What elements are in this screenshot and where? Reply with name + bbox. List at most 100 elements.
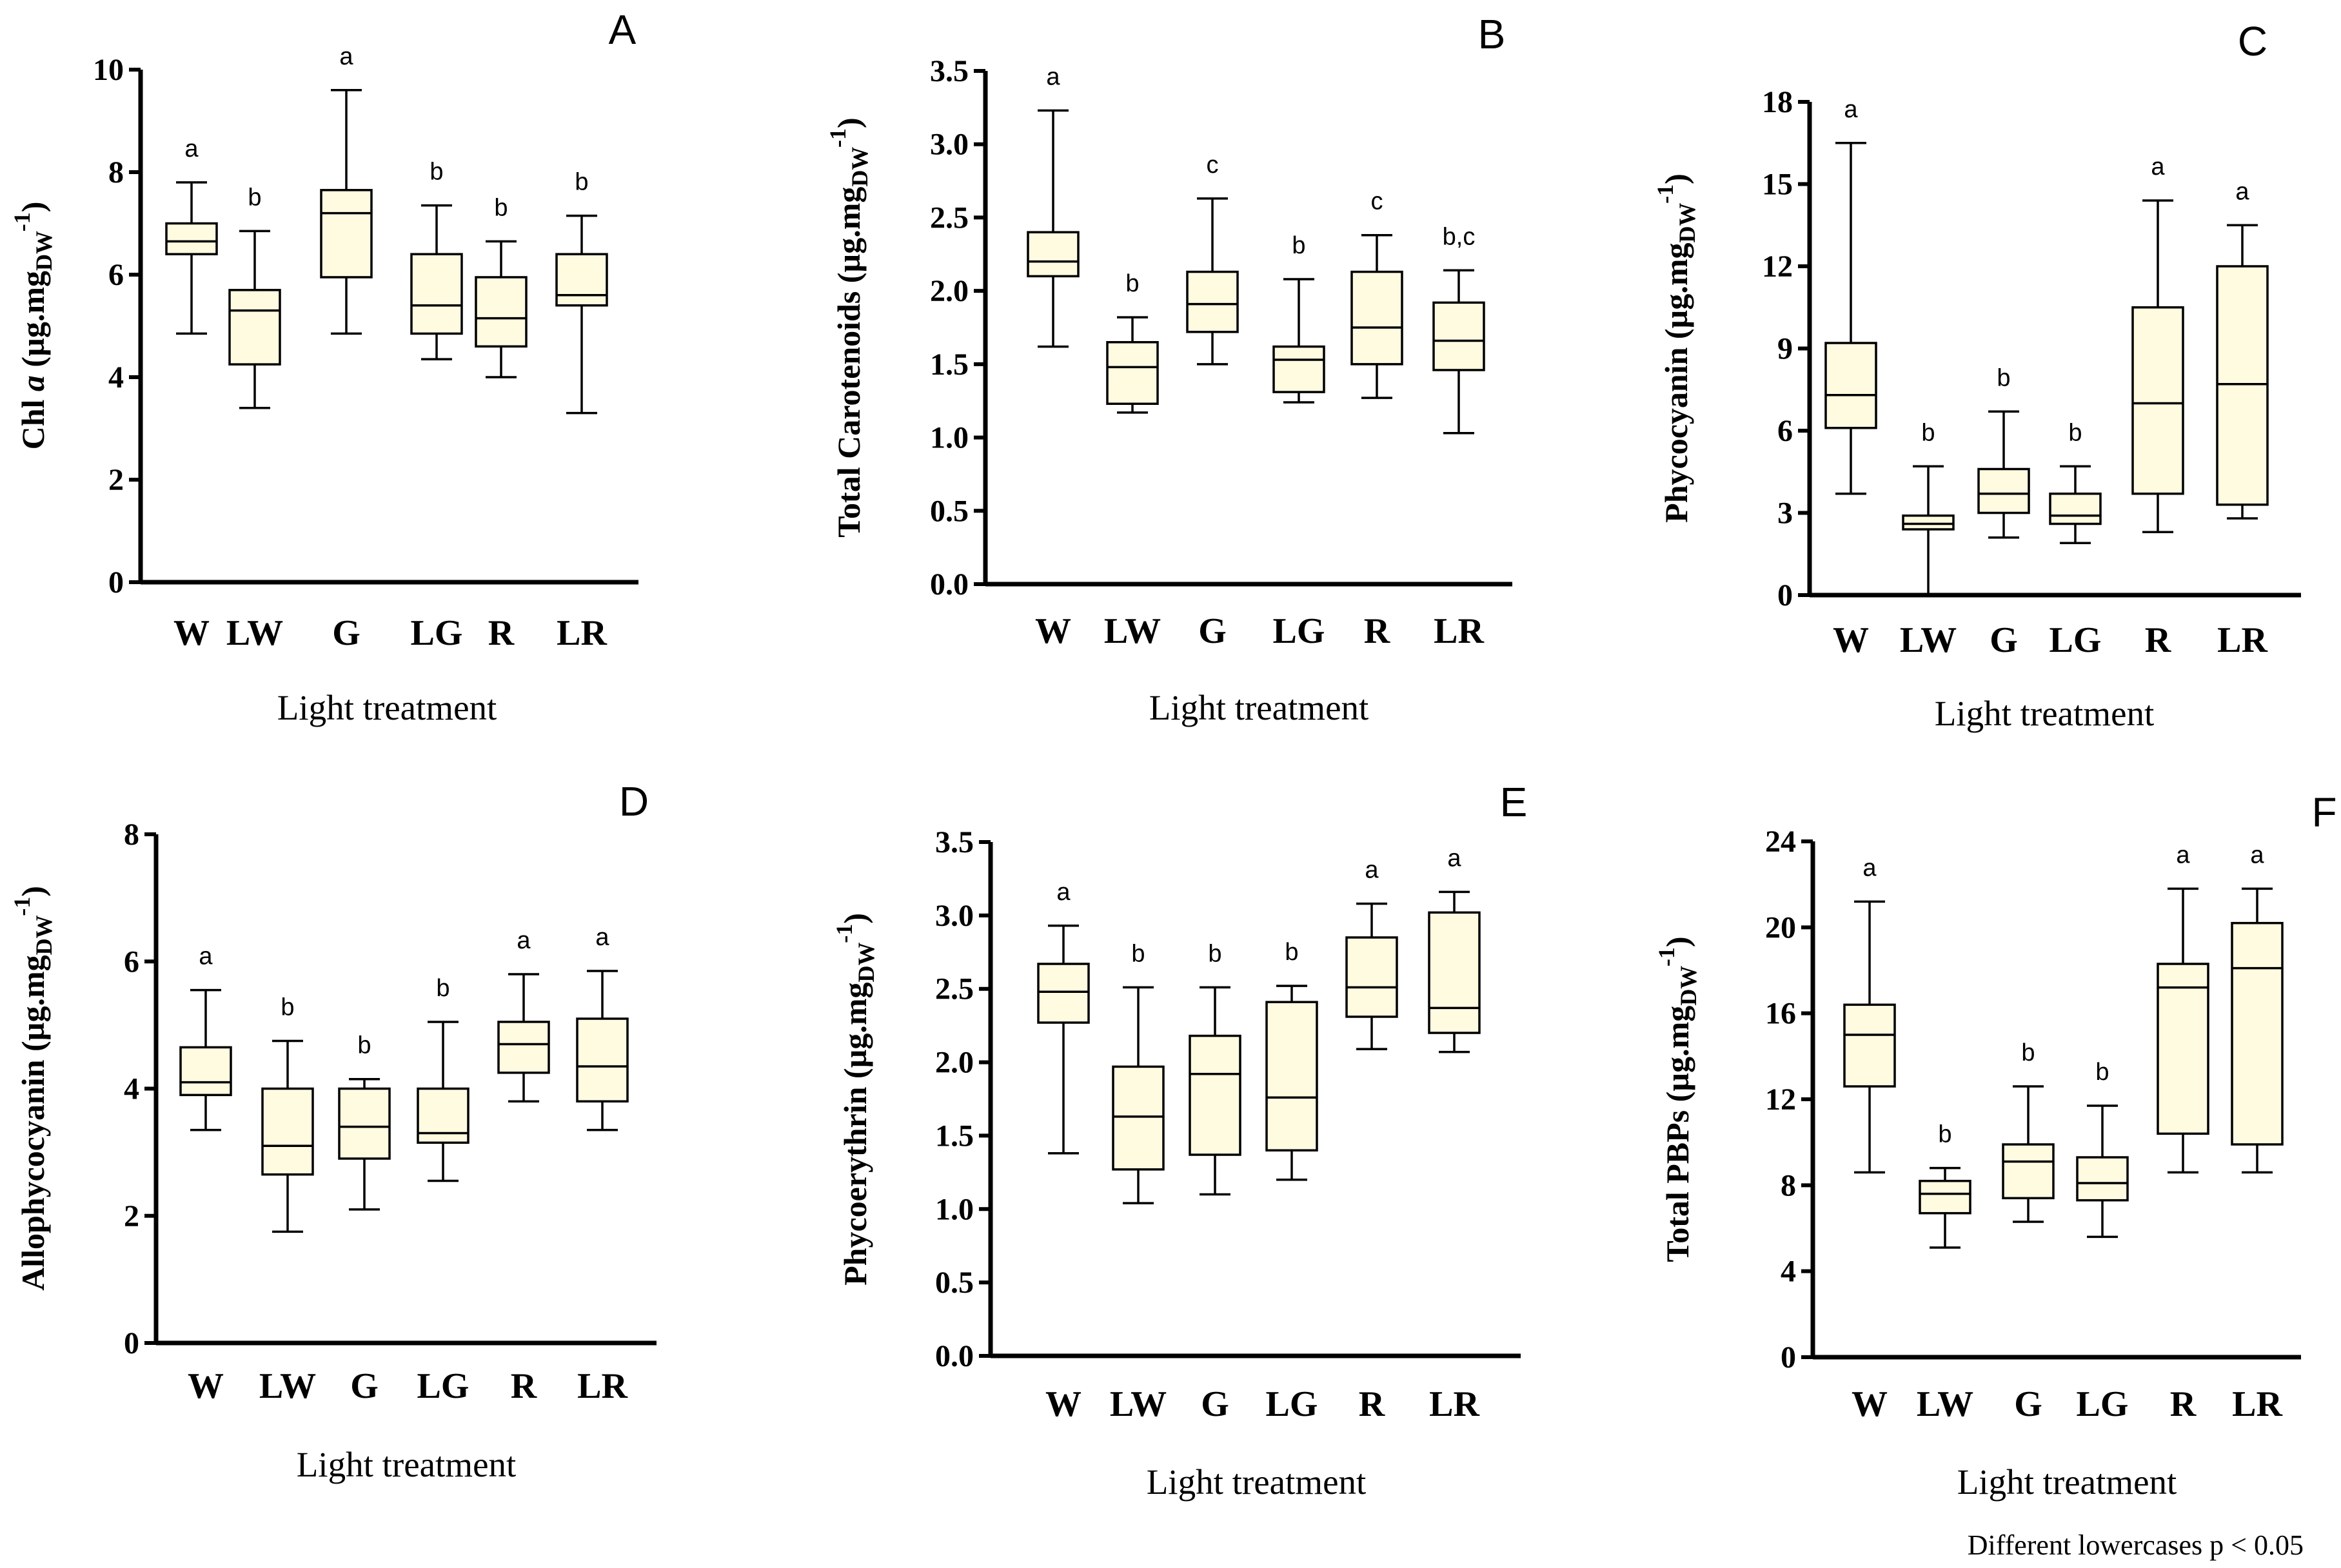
significance-letter: b <box>1125 270 1139 297</box>
y-title-subscript: DW <box>847 147 873 187</box>
significance-letter: a <box>2235 178 2249 205</box>
y-tick-label: 0.5 <box>935 1266 974 1300</box>
y-title-italic: a <box>15 375 51 391</box>
box-iqr <box>2076 1156 2129 1202</box>
y-title-close: ) <box>1658 173 1694 184</box>
x-category-label: G <box>1201 1384 1229 1424</box>
x-category-label: R <box>1364 611 1390 651</box>
significance-letter: a <box>1862 854 1877 881</box>
box-iqr <box>1843 1003 1896 1088</box>
x-category-label: W <box>1035 611 1071 651</box>
significance-letter: c <box>1207 152 1219 179</box>
significance-letter: a <box>2250 841 2264 868</box>
x-axis-title: Light treatment <box>297 1445 517 1484</box>
x-axis-title: Light treatment <box>277 688 497 727</box>
box-LG: b <box>1272 232 1325 404</box>
y-tick-label: 3.5 <box>930 54 969 88</box>
y-title-unit: (µg.mg <box>15 955 51 1059</box>
box-R: c <box>1350 188 1403 399</box>
significance-letter: b <box>1938 1121 1951 1148</box>
x-category-label: LG <box>411 613 463 653</box>
y-title-subscript: DW <box>31 915 57 955</box>
y-tick-label: 3.0 <box>935 899 974 933</box>
significance-letter: b <box>1131 940 1145 967</box>
x-axis-title: Light treatment <box>1147 1462 1367 1502</box>
x-category-label: LW <box>1104 611 1161 651</box>
y-tick-label: 3 <box>1777 496 1793 531</box>
y-tick-label: 2 <box>124 1199 139 1233</box>
box-LW: b <box>1112 940 1165 1204</box>
y-tick-label: 4 <box>108 360 124 395</box>
box-iqr <box>2216 265 2269 506</box>
y-tick-label: 1.0 <box>935 1192 974 1226</box>
box-iqr <box>417 1087 469 1144</box>
x-category-label: G <box>1990 620 2018 660</box>
y-title-superscript: -1 <box>1654 947 1679 966</box>
box-LG: b <box>417 975 469 1182</box>
y-title-superscript: -1 <box>831 924 857 943</box>
panel-letter: A <box>609 6 637 53</box>
box-iqr <box>1432 301 1485 371</box>
significance-letter: b <box>1285 939 1298 966</box>
y-title-close: ) <box>15 202 51 213</box>
y-tick-label: 2.5 <box>930 201 969 235</box>
panel-E: 0.0 0.5 1.0 1.5 2.0 2.5 3.0 3.5 a Wb LW b Gb LG a Ra LR L… <box>831 779 1527 1502</box>
x-category-label: LR <box>2232 1384 2282 1424</box>
significance-letter: c <box>1371 188 1383 215</box>
y-tick-label: 3.5 <box>935 825 974 859</box>
y-title-main: Chl <box>15 391 51 449</box>
significance-letter: a <box>1447 845 1461 872</box>
y-tick-label: 8 <box>1781 1168 1796 1202</box>
box-LG: b <box>2049 419 2102 544</box>
significance-letter: a <box>1365 857 1379 884</box>
x-category-label: W <box>1833 620 1869 660</box>
significance-letter: b <box>2068 419 2082 446</box>
x-category-label: LR <box>2217 620 2267 660</box>
y-axis-title: Total PBPs (µg.mgDW-1) <box>1654 936 1701 1262</box>
x-category-label: W <box>188 1366 224 1406</box>
box-LR: a <box>1428 845 1481 1054</box>
significance-letter: b <box>2021 1039 2035 1066</box>
box-G: b <box>338 1032 391 1211</box>
panel-letter: D <box>619 778 649 825</box>
x-category-label: LR <box>557 613 607 653</box>
box-iqr <box>2002 1143 2055 1200</box>
x-category-label: G <box>1198 611 1227 651</box>
box-iqr <box>2157 963 2209 1135</box>
box-iqr <box>1189 1034 1241 1156</box>
box-iqr <box>1272 345 1325 393</box>
x-category-label: LW <box>1900 620 1957 660</box>
box-LR: a <box>576 924 629 1132</box>
box-iqr <box>261 1087 314 1176</box>
significance-letter: a <box>339 43 353 70</box>
significance-letter: b,c <box>1443 223 1476 250</box>
box-LW: b <box>1919 1121 1971 1249</box>
box-iqr <box>1027 231 1080 278</box>
y-tick-label: 0.0 <box>935 1339 974 1373</box>
x-category-label: LG <box>2050 620 2102 660</box>
y-title-close: ) <box>15 886 51 897</box>
box-iqr <box>1037 963 1090 1024</box>
box-iqr <box>228 289 281 366</box>
y-tick-label: 15 <box>1762 168 1793 202</box>
y-title-subscript: DW <box>1674 202 1700 242</box>
significance-letter: a <box>595 924 609 951</box>
significance-letter: b <box>248 184 261 211</box>
y-title-unit: (µg.mg <box>837 982 873 1086</box>
panel-C: 0 3 6 9 12 15 18 a Wb LW b Gb LG a Ra LR Light treatment… <box>1652 18 2301 733</box>
y-title-subscript: DW <box>31 231 57 271</box>
box-iqr <box>2231 921 2284 1146</box>
x-category-label: R <box>488 613 515 653</box>
box-iqr <box>1112 1065 1165 1171</box>
box-LW: b <box>1902 419 1955 596</box>
y-tick-label: 1.5 <box>935 1119 974 1153</box>
significance-letter: b <box>1997 364 2010 391</box>
y-tick-label: 24 <box>1765 825 1796 859</box>
x-category-label: W <box>1852 1384 1888 1424</box>
x-category-label: LW <box>1110 1384 1167 1424</box>
y-tick-label: 6 <box>124 945 139 979</box>
box-iqr <box>179 1046 232 1097</box>
x-category-label: G <box>2014 1384 2042 1424</box>
significance-letter: b <box>2095 1059 2109 1086</box>
box-iqr <box>555 253 608 307</box>
